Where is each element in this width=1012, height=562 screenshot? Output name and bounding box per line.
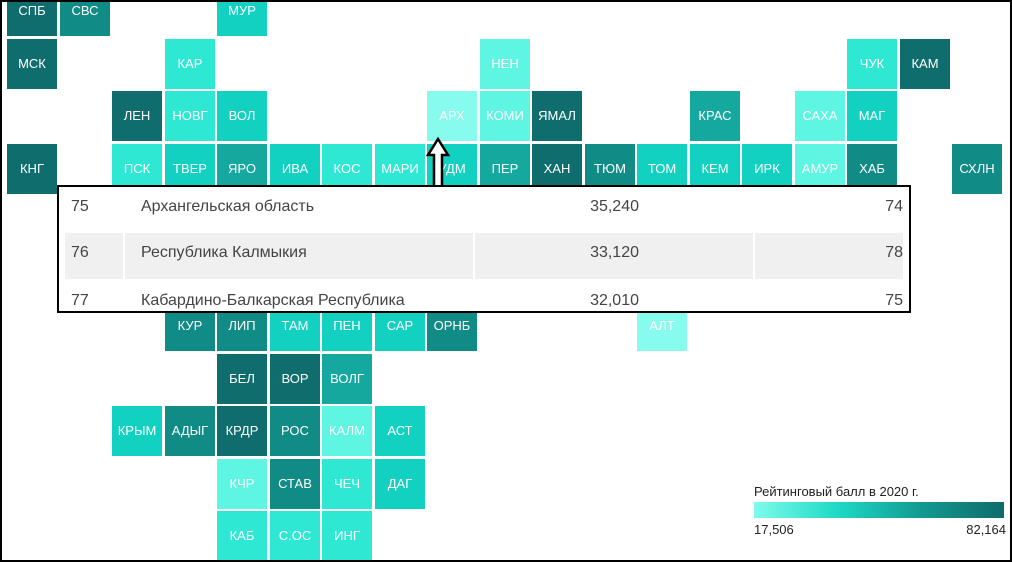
region-tile[interactable]: НЕН bbox=[480, 39, 530, 89]
row-region-name: Кабардино-Балкарская Республика bbox=[141, 292, 405, 309]
table-row[interactable]: 77 Кабардино-Балкарская Республика 32,01… bbox=[59, 281, 909, 311]
region-tile[interactable]: СТАВ bbox=[270, 459, 320, 509]
table-row[interactable]: 75 Архангельская область 35,240 74 bbox=[59, 187, 909, 233]
region-tile[interactable]: ВОЛ bbox=[217, 91, 267, 141]
legend-gradient-bar bbox=[754, 502, 1004, 518]
region-tile[interactable]: КОМИ bbox=[480, 91, 530, 141]
region-tile[interactable]: АРХ bbox=[427, 91, 477, 141]
region-tile[interactable]: КЧР bbox=[217, 459, 267, 509]
region-tile[interactable]: КАБ bbox=[217, 511, 267, 560]
region-tile[interactable]: АСТ bbox=[375, 406, 425, 456]
region-tile[interactable]: МСК bbox=[7, 39, 57, 89]
row-rank: 75 bbox=[71, 198, 89, 215]
region-tooltip-table: 75 Архангельская область 35,240 74 76 Ре… bbox=[57, 185, 911, 313]
region-tile[interactable]: МАГ bbox=[847, 91, 897, 141]
legend-title: Рейтинговый балл в 2020 г. bbox=[754, 484, 919, 499]
region-tile[interactable]: ЧЕЧ bbox=[322, 459, 372, 509]
region-tile[interactable]: ЛЕН bbox=[112, 91, 162, 141]
region-tile[interactable]: АДЫГ bbox=[165, 406, 215, 456]
row-region-name: Архангельская область bbox=[141, 198, 315, 215]
region-tile[interactable]: ДАГ bbox=[375, 459, 425, 509]
row-place: 74 bbox=[885, 198, 903, 215]
region-tile[interactable]: КАЛМ bbox=[322, 406, 372, 456]
region-tile[interactable]: АМУР bbox=[795, 144, 845, 194]
region-tile[interactable]: КРДР bbox=[217, 406, 267, 456]
region-tile[interactable]: СПБ bbox=[7, 2, 57, 36]
arrow-up-icon bbox=[425, 137, 451, 189]
region-tile[interactable]: ЯМАЛ bbox=[532, 91, 582, 141]
row-rank: 77 bbox=[71, 292, 89, 309]
row-score: 33,120 bbox=[590, 244, 639, 261]
row-place: 75 bbox=[885, 292, 903, 309]
color-legend: Рейтинговый балл в 2020 г. 17,506 82,164 bbox=[754, 484, 1006, 544]
region-tile[interactable]: МУР bbox=[217, 2, 267, 36]
region-tile[interactable]: ЧУК bbox=[847, 39, 897, 89]
row-place: 78 bbox=[885, 244, 903, 261]
region-tile[interactable]: С.ОС bbox=[270, 511, 320, 560]
region-tile[interactable]: ИНГ bbox=[322, 511, 372, 560]
legend-min-value: 17,506 bbox=[754, 522, 794, 537]
region-tile[interactable]: БЕЛ bbox=[217, 354, 267, 404]
region-tile[interactable]: СВС bbox=[60, 2, 110, 36]
region-tile[interactable]: НОВГ bbox=[165, 91, 215, 141]
region-tile[interactable]: КАР bbox=[165, 39, 215, 89]
legend-max-value: 82,164 bbox=[966, 522, 1006, 537]
region-tile[interactable]: ВОЛГ bbox=[322, 354, 372, 404]
region-tile[interactable]: КРЫМ bbox=[112, 406, 162, 456]
region-tile[interactable]: САХА bbox=[795, 91, 845, 141]
region-tile[interactable]: КРАС bbox=[690, 91, 740, 141]
region-tile[interactable]: КНГ bbox=[7, 144, 57, 194]
region-tile[interactable]: СХЛН bbox=[952, 144, 1002, 194]
row-score: 35,240 bbox=[590, 198, 639, 215]
region-tile[interactable]: ВОР bbox=[270, 354, 320, 404]
region-tile[interactable]: КАМ bbox=[900, 39, 950, 89]
table-row[interactable]: 76 Республика Калмыкия 33,120 78 bbox=[59, 233, 909, 279]
row-rank: 76 bbox=[71, 244, 89, 261]
row-region-name: Республика Калмыкия bbox=[141, 244, 307, 261]
row-score: 32,010 bbox=[590, 292, 639, 309]
region-tile[interactable]: РОС bbox=[270, 406, 320, 456]
